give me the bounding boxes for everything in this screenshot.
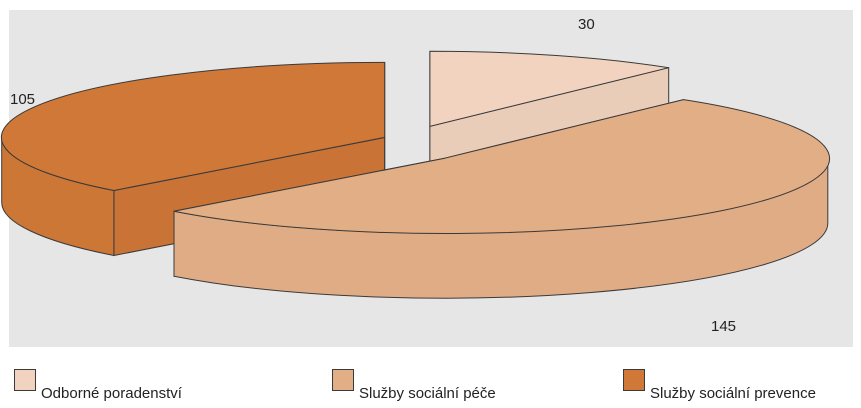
data-label-odborne-poradenstvi: 30 xyxy=(578,16,595,33)
data-label-sluzby-socialni-prevence: 105 xyxy=(10,91,36,108)
pie-slice-top-odborne-poradenstvi xyxy=(429,50,669,127)
pie-slice-sluzby-socialni-pece xyxy=(173,98,831,299)
data-label-sluzby-socialni-pece: 145 xyxy=(711,318,737,335)
legend-label-odborne-poradenstvi: Odborné poradenství xyxy=(41,385,182,402)
legend-swatch-odborne-poradenstvi xyxy=(14,369,36,391)
pie-slices xyxy=(0,50,831,299)
legend-label-sluzby-socialni-pece: Služby sociální péče xyxy=(359,385,496,402)
legend-swatch-sluzby-socialni-pece xyxy=(332,369,354,391)
pie-slice-top-sluzby-socialni-prevence xyxy=(0,61,386,192)
legend-label-sluzby-socialni-prevence: Služby sociální prevence xyxy=(650,385,816,402)
legend-swatch-sluzby-socialni-prevence xyxy=(623,369,645,391)
pie-slice-top-sluzby-socialni-pece xyxy=(173,99,831,235)
